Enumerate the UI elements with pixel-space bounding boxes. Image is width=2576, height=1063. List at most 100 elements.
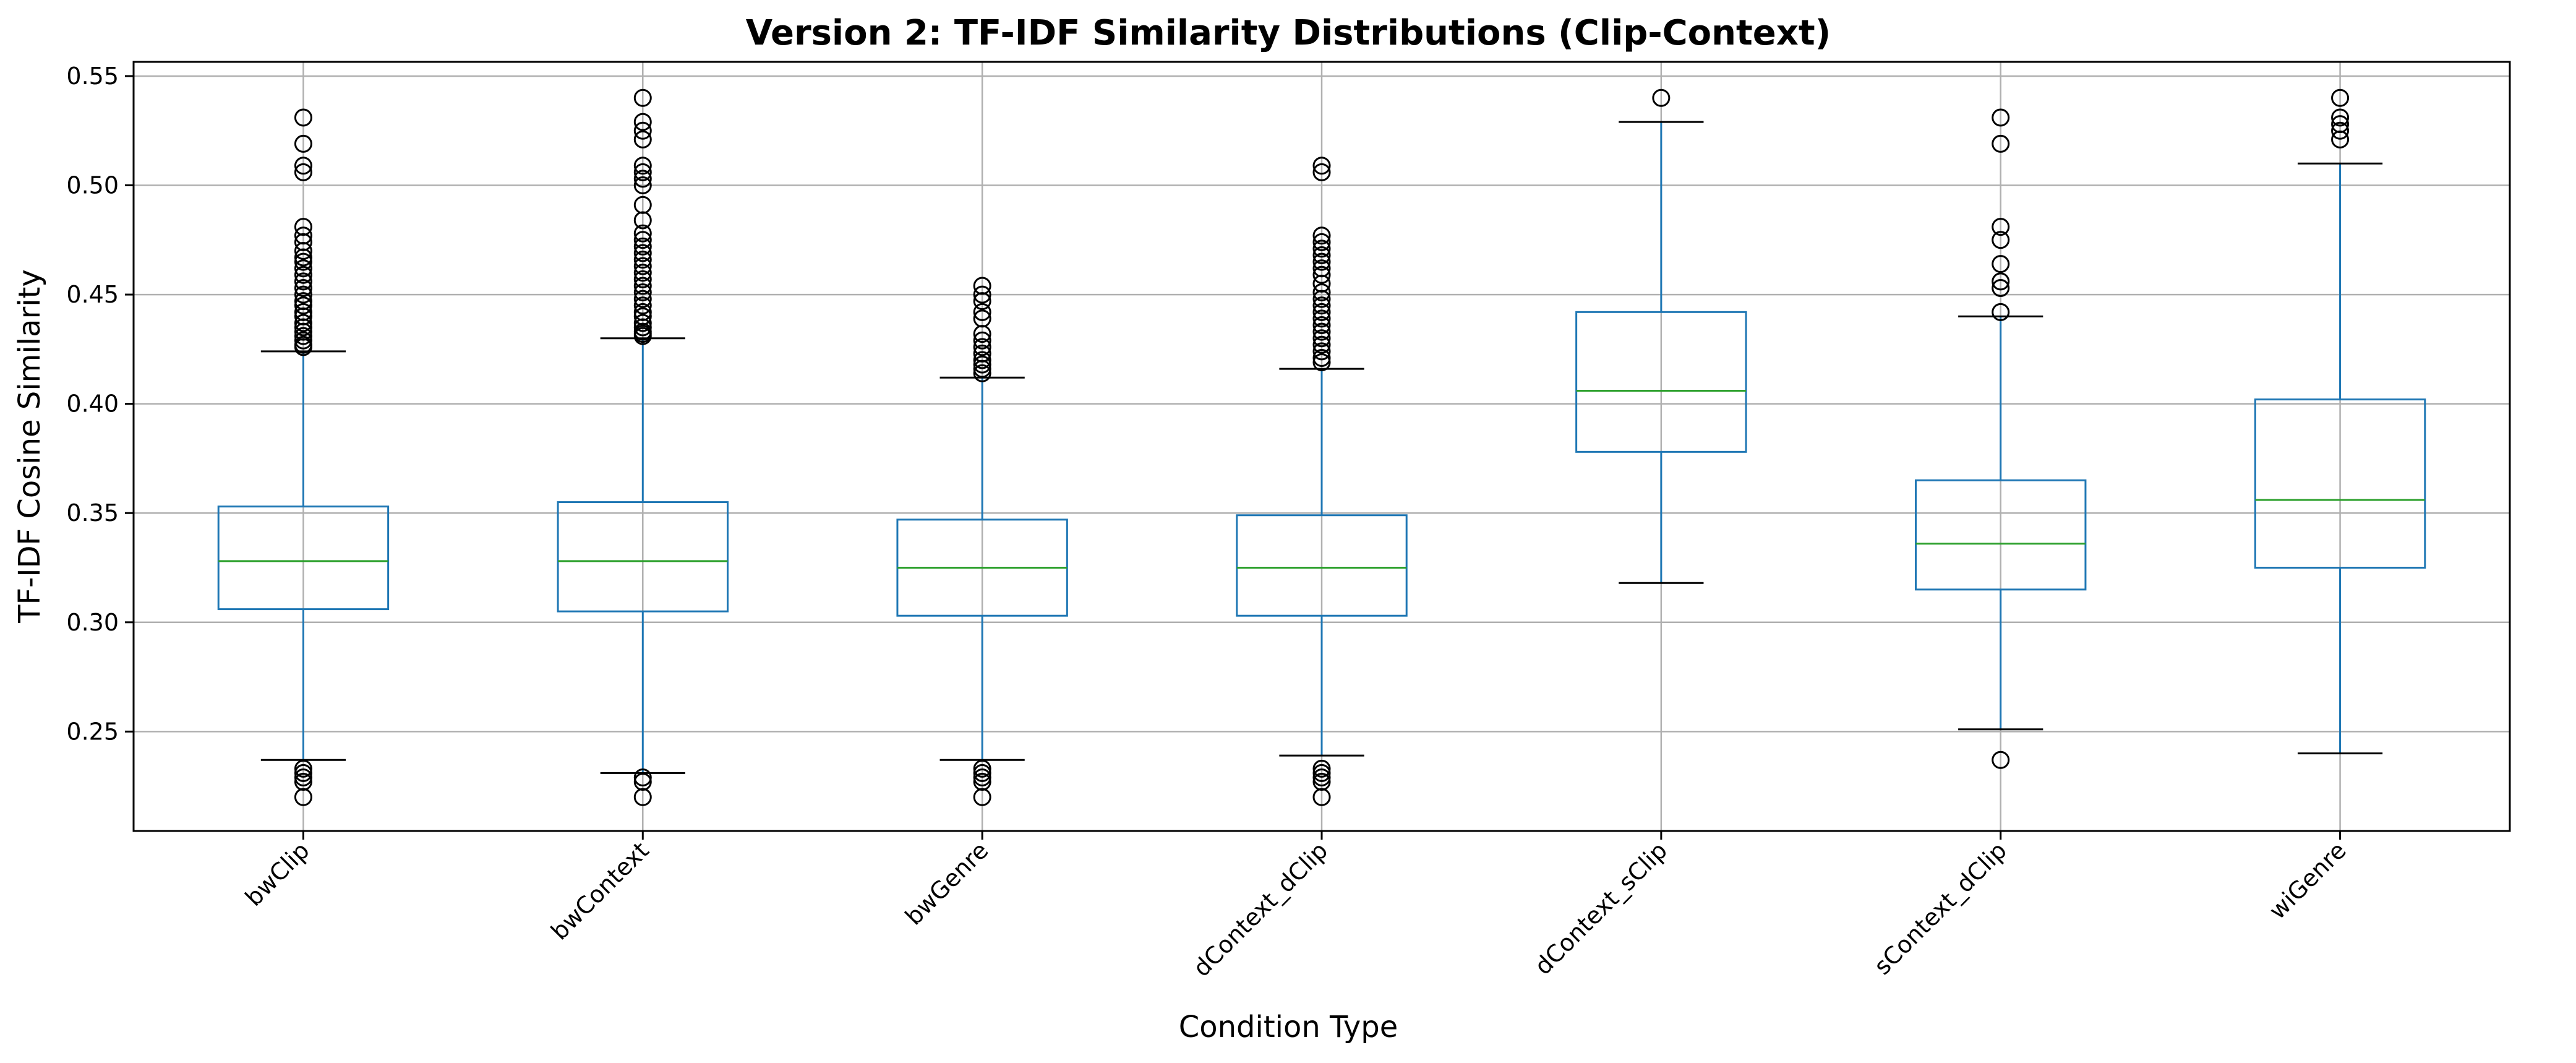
outlier-point xyxy=(2331,108,2350,127)
y-tick-label: 0.40 xyxy=(66,390,119,418)
outlier-point xyxy=(294,134,312,153)
outlier-point xyxy=(294,241,312,260)
outlier-point xyxy=(633,163,652,181)
outlier-point xyxy=(1992,255,2010,273)
outlier-point xyxy=(1312,239,1331,258)
outlier-point xyxy=(294,327,312,345)
iqr-box xyxy=(217,506,390,611)
outlier-point xyxy=(633,768,652,786)
outlier-point xyxy=(1312,163,1331,181)
outlier-point xyxy=(1992,231,2010,249)
outlier-point xyxy=(294,788,312,806)
outlier-point xyxy=(633,327,652,345)
outlier-point xyxy=(1652,88,1671,107)
outlier-point xyxy=(1992,272,2010,291)
outlier-point xyxy=(294,248,312,267)
outlier-point xyxy=(973,331,991,350)
outlier-point xyxy=(633,318,652,337)
outlier-point xyxy=(633,296,652,315)
outlier-point xyxy=(294,285,312,304)
outlier-point xyxy=(294,764,312,782)
outlier-point xyxy=(973,351,991,369)
iqr-box xyxy=(2254,398,2426,569)
outlier-point xyxy=(1312,265,1331,284)
outlier-point xyxy=(1312,283,1331,302)
outlier-point xyxy=(2331,121,2350,140)
outlier-point xyxy=(1312,226,1331,245)
outlier-point xyxy=(1312,322,1331,341)
outlier-point xyxy=(294,759,312,778)
outlier-point xyxy=(973,764,991,782)
outlier-point xyxy=(2331,88,2350,107)
box-group xyxy=(1236,157,1408,806)
outlier-point xyxy=(633,788,652,806)
outlier-point xyxy=(973,359,991,378)
box-group xyxy=(2254,88,2426,755)
outlier-point xyxy=(1992,278,2010,297)
iqr-box xyxy=(1915,479,2087,591)
outlier-point xyxy=(633,283,652,302)
outlier-point xyxy=(1312,759,1331,778)
outlier-point xyxy=(1312,335,1331,354)
boxes xyxy=(217,88,2426,806)
box-group xyxy=(896,277,1068,806)
outlier-point xyxy=(294,331,312,350)
outlier-point xyxy=(973,325,991,343)
outlier-point xyxy=(294,163,312,181)
chart-title: Version 2: TF-IDF Similarity Distributio… xyxy=(746,13,1831,53)
outlier-point xyxy=(294,318,312,337)
outlier-point xyxy=(1312,309,1331,328)
outlier-point xyxy=(294,265,312,284)
outlier-point xyxy=(1312,290,1331,308)
outlier-point xyxy=(633,211,652,230)
outlier-point xyxy=(973,285,991,304)
outlier-point xyxy=(633,264,652,282)
outlier-point xyxy=(633,237,652,256)
outlier-point xyxy=(294,314,312,332)
box-group xyxy=(557,88,729,806)
y-tick-label: 0.50 xyxy=(66,172,119,199)
outlier-point xyxy=(1312,157,1331,175)
outlier-point xyxy=(633,290,652,308)
iqr-box xyxy=(557,501,729,613)
outlier-point xyxy=(1992,108,2010,127)
outlier-point xyxy=(973,303,991,321)
outlier-point xyxy=(1992,751,2010,769)
outlier-point xyxy=(633,244,652,262)
outlier-point xyxy=(294,252,312,271)
outlier-point xyxy=(633,277,652,295)
outlier-point xyxy=(973,768,991,786)
box-group xyxy=(1575,88,1747,584)
outlier-point xyxy=(633,224,652,243)
outlier-point xyxy=(1992,134,2010,153)
outlier-point xyxy=(1312,316,1331,335)
outlier-point xyxy=(633,251,652,269)
outlier-point xyxy=(633,257,652,275)
outlier-point xyxy=(633,130,652,148)
outlier-point xyxy=(633,88,652,107)
y-tick-label: 0.30 xyxy=(66,609,119,636)
y-tick-label: 0.55 xyxy=(66,62,119,90)
y-tick-label: 0.25 xyxy=(66,718,119,745)
outlier-point xyxy=(633,231,652,249)
outlier-point xyxy=(633,270,652,288)
outlier-point xyxy=(633,121,652,140)
y-axis-label: TF-IDF Cosine Similarity xyxy=(12,269,47,624)
outlier-point xyxy=(973,759,991,778)
outlier-point xyxy=(973,355,991,374)
outlier-point xyxy=(1312,764,1331,782)
outlier-point xyxy=(633,157,652,175)
outlier-point xyxy=(633,170,652,188)
outlier-point xyxy=(973,364,991,382)
outlier-point xyxy=(633,314,652,332)
outlier-point xyxy=(1992,303,2010,321)
outlier-point xyxy=(294,296,312,315)
iqr-box xyxy=(1575,311,1747,453)
x-axis-label: Condition Type xyxy=(1179,1010,1398,1044)
outlier-point xyxy=(1312,246,1331,265)
outlier-point xyxy=(1312,296,1331,315)
outlier-point xyxy=(294,278,312,297)
outlier-point xyxy=(1312,342,1331,361)
outlier-point xyxy=(294,272,312,291)
